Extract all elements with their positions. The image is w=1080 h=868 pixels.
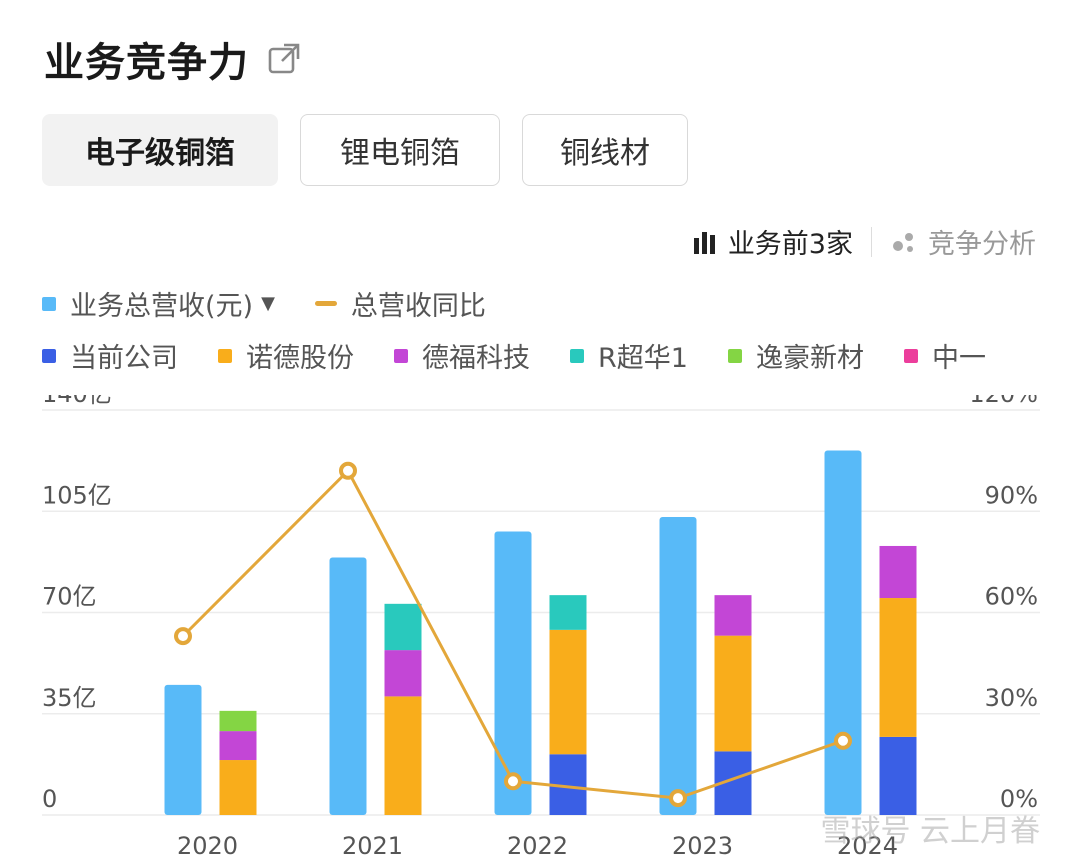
company-revenue-segment	[714, 635, 752, 752]
view-mode-switch: 业务前3家 竞争分析	[692, 222, 1036, 261]
tab-lithium-copper-foil[interactable]: 锂电铜箔	[300, 114, 500, 186]
legend-swatch	[42, 296, 56, 311]
tab-label: 电子级铜箔	[85, 136, 235, 171]
y-right-tick-label: 120%	[969, 395, 1038, 408]
y-right-tick-label: 30%	[985, 684, 1038, 712]
x-tick-label: 2024	[837, 832, 898, 860]
title-row: 业务竞争力	[44, 30, 301, 88]
legend-label: 德福科技	[422, 343, 530, 374]
total-revenue-bar	[164, 684, 202, 815]
tab-label: 锂电铜箔	[340, 136, 460, 171]
external-link-icon[interactable]	[267, 42, 301, 76]
legend-line-swatch	[314, 301, 337, 306]
legend-swatch	[570, 348, 584, 363]
business-tabs: 电子级铜箔 锂电铜箔 铜线材	[42, 114, 710, 186]
mode-top3[interactable]: 业务前3家	[692, 222, 853, 261]
y-right-tick-label: 60%	[985, 583, 1038, 611]
legend-label: 诺德股份	[246, 343, 354, 374]
legend-swatch	[903, 348, 918, 363]
company-revenue-segment	[219, 760, 257, 815]
bar-chart-icon	[693, 231, 715, 254]
company-revenue-segment	[549, 595, 587, 630]
company-legend: 当前公司 诺德股份 德福科技 R超华1 逸豪新材 中一	[42, 336, 1026, 375]
legend-label: 逸豪新材	[755, 343, 864, 374]
legend-total-revenue[interactable]: 业务总营收(元) ▼	[42, 284, 275, 323]
yoy-point	[174, 627, 192, 646]
legend-label: 总营收同比	[350, 291, 486, 322]
company-revenue-segment	[384, 696, 422, 815]
legend-swatch	[727, 348, 742, 363]
x-tick-label: 2021	[342, 832, 403, 860]
dots-icon	[893, 232, 913, 252]
y-left-tick-label: 0	[42, 785, 57, 813]
metric-legend: 业务总营收(元) ▼ 总营收同比	[42, 284, 526, 323]
page-title: 业务竞争力	[44, 40, 249, 86]
legend-swatch	[218, 348, 232, 363]
tab-electronic-copper-foil[interactable]: 电子级铜箔	[42, 114, 278, 186]
tab-copper-wire[interactable]: 铜线材	[522, 114, 688, 186]
company-revenue-segment	[714, 595, 752, 636]
mode-competition-label: 竞争分析	[928, 229, 1036, 260]
chevron-down-icon[interactable]: ▼	[261, 293, 275, 314]
legend-company[interactable]: 中一	[903, 336, 986, 375]
mode-top3-label: 业务前3家	[727, 229, 853, 260]
mode-competition[interactable]: 竞争分析	[890, 222, 1036, 261]
tab-label: 铜线材	[560, 136, 650, 171]
y-left-tick-label: 105亿	[42, 481, 112, 509]
yoy-point	[339, 461, 357, 480]
company-revenue-segment	[879, 598, 917, 737]
legend-company[interactable]: 诺德股份	[218, 336, 354, 375]
revenue-chart: 0 0% 35亿 30% 70亿 60% 105亿 90% 140亿 120% 2020 2021 20…	[42, 395, 1040, 860]
legend-company[interactable]: 逸豪新材	[727, 336, 864, 375]
divider	[871, 226, 872, 257]
company-revenue-segment	[384, 650, 422, 697]
company-revenue-segment	[549, 629, 587, 755]
legend-label: 业务总营收(元)	[70, 291, 254, 322]
total-revenue-bar	[329, 557, 367, 815]
company-revenue-segment	[879, 545, 917, 599]
legend-yoy[interactable]: 总营收同比	[314, 284, 486, 323]
yoy-point	[834, 731, 852, 750]
y-left-tick-label: 35亿	[42, 684, 97, 712]
company-revenue-segment	[219, 731, 257, 761]
legend-company[interactable]: 当前公司	[42, 336, 178, 375]
legend-label: R超华1	[598, 343, 688, 374]
yoy-point	[504, 772, 522, 791]
y-right-tick-label: 0%	[1000, 785, 1038, 813]
watermark: 雪球号 云上月眷	[820, 806, 1040, 850]
yoy-point	[669, 789, 687, 808]
y-right-tick-label: 90%	[985, 481, 1038, 509]
y-left-tick-label: 70亿	[42, 583, 97, 611]
y-left-tick-label: 140亿	[42, 395, 112, 408]
company-revenue-segment	[384, 603, 422, 651]
watermark-text: 雪球号 云上月眷	[820, 814, 1040, 849]
total-revenue-bar	[494, 531, 532, 815]
legend-label: 中一	[931, 343, 986, 374]
x-tick-label: 2023	[672, 832, 733, 860]
legend-company[interactable]: 德福科技	[394, 336, 530, 375]
x-tick-label: 2022	[507, 832, 568, 860]
total-revenue-bar	[659, 517, 697, 815]
total-revenue-bar	[824, 450, 862, 815]
x-tick-label: 2020	[177, 832, 238, 860]
legend-label: 当前公司	[70, 343, 178, 374]
legend-swatch	[394, 348, 408, 363]
company-revenue-segment	[219, 710, 257, 732]
company-revenue-segment	[879, 736, 917, 815]
legend-company[interactable]: R超华1	[570, 336, 688, 375]
legend-swatch	[42, 348, 56, 363]
